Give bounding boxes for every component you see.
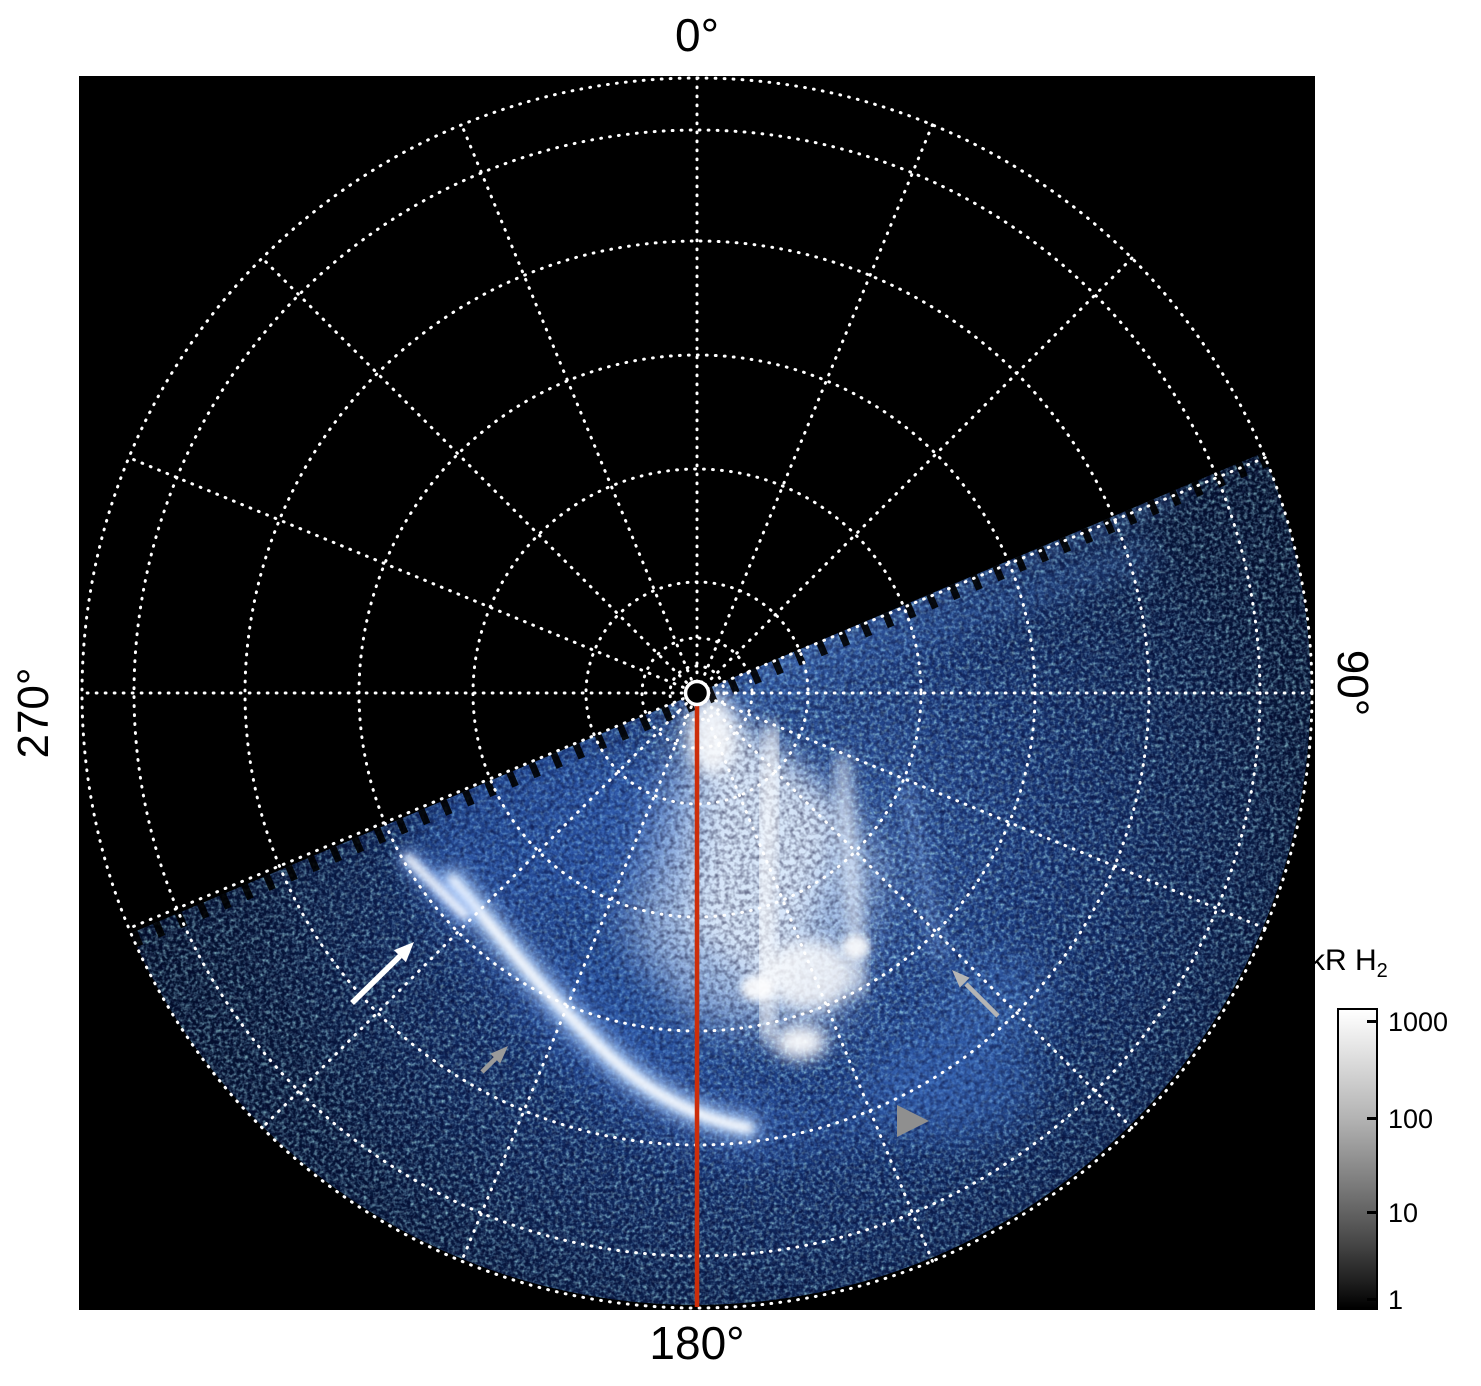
angle-label-270: 270° xyxy=(9,667,58,759)
colorbar-tick-label-100: 100 xyxy=(1388,1104,1434,1134)
bright-arc-layer xyxy=(399,695,870,1140)
colorbar-tickmark-1 xyxy=(1367,1298,1376,1301)
gray-arrow-right xyxy=(952,970,1000,1018)
pole-marker xyxy=(683,679,711,707)
colorbar-tick-label-1000: 1000 xyxy=(1388,1007,1449,1037)
colorbar-tickmark-100 xyxy=(1367,1117,1376,1120)
gray-arrowhead-bottom-right xyxy=(897,1105,929,1137)
angle-label-180: 180° xyxy=(649,1317,745,1369)
angle-label-90: 90° xyxy=(1328,649,1377,717)
colorbar-tickmark-10 xyxy=(1367,1211,1376,1214)
colorbar-title-text: kR H xyxy=(1310,944,1377,977)
white-arrow xyxy=(350,942,414,1005)
angle-label-0: 0° xyxy=(675,9,719,61)
annotation-arrows xyxy=(350,942,1000,1137)
colorbar-tickmark-1000 xyxy=(1367,1020,1376,1023)
colorbar-title-subscript: 2 xyxy=(1376,960,1388,982)
gray-arrowhead-left xyxy=(480,1046,508,1074)
colorbar-tick-label-1: 1 xyxy=(1388,1285,1404,1315)
colorbar xyxy=(1337,1008,1378,1310)
colorbar-title: kR H2 xyxy=(1310,944,1460,983)
colorbar-tick-label-10: 10 xyxy=(1388,1198,1419,1228)
